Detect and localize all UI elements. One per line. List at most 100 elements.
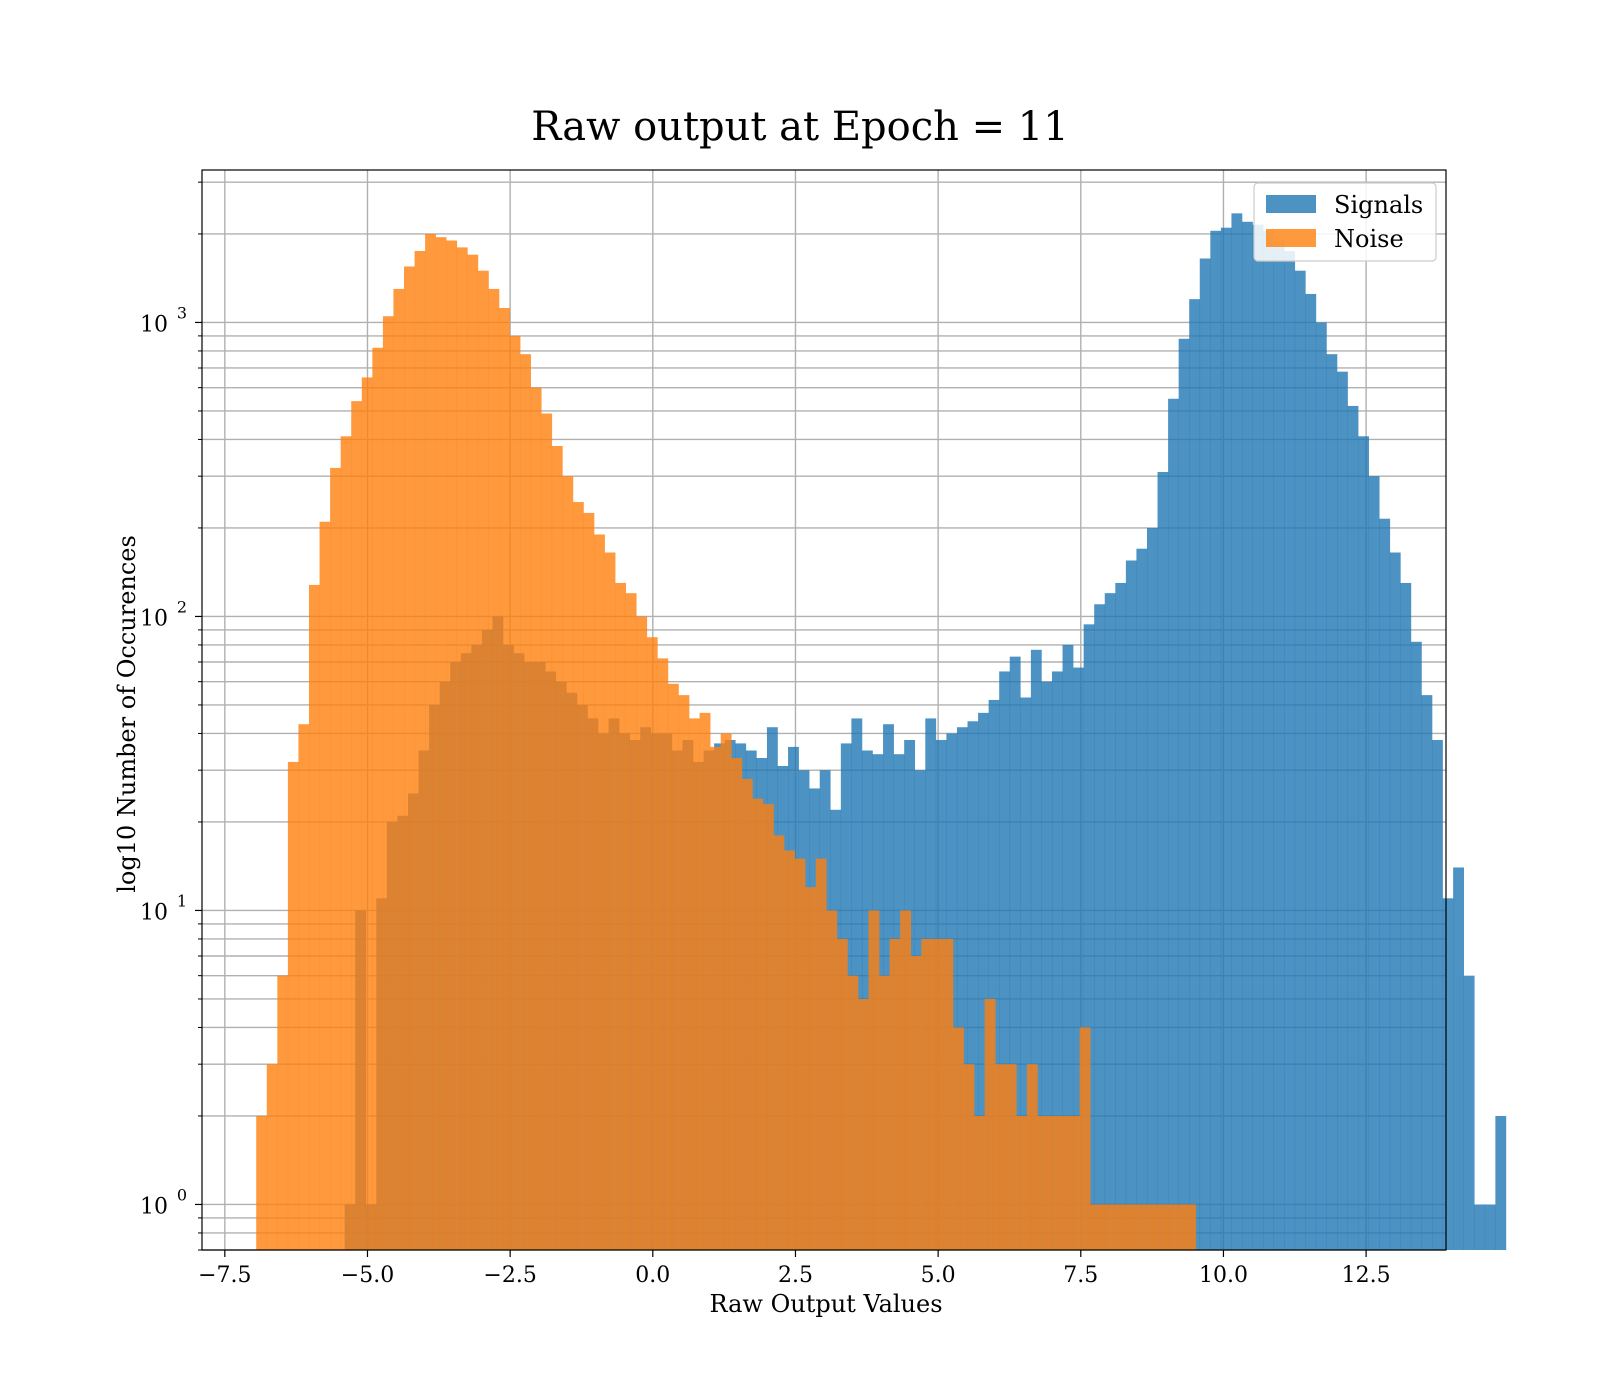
signals-bar [1115,582,1127,1250]
noise-bar [562,476,574,1250]
legend-label-signals: Signals [1334,191,1423,219]
noise-bar [456,247,468,1250]
plot-area-frame [201,169,1447,1251]
signals-bar [1347,405,1359,1251]
legend-label-noise: Noise [1334,225,1404,253]
chart-title: Raw output at Epoch = 11 [531,104,1068,150]
noise-bar [488,288,500,1250]
y-tick-label: 10 [140,606,168,631]
signals-bar [1273,240,1285,1250]
y-tick-exponent: 1 [177,891,187,910]
signals-bar [1020,697,1032,1250]
signals-bar [1146,527,1158,1250]
noise-bar [340,436,352,1250]
signals-bar [988,699,1000,1250]
noise-bar [435,237,447,1251]
noise-bar [467,254,479,1250]
signals-bar [1389,552,1401,1250]
signals-bar [1210,230,1222,1251]
noise-bar [931,938,943,1250]
noise-bar [425,233,436,1250]
signals-bar [1241,221,1253,1250]
noise-bar [308,584,320,1250]
noise-bar [995,1064,1007,1250]
noise-bar [963,1064,975,1250]
noise-bar [847,975,859,1250]
noise-bar [921,938,933,1250]
noise-bar [1026,1064,1038,1250]
signals-bar [1400,582,1412,1250]
noise-bar [1090,1204,1102,1250]
noise-bar [477,270,489,1251]
noise-bar [572,502,584,1251]
signals-bar [1326,354,1338,1251]
noise-bar [868,910,880,1250]
noise-bar [604,552,616,1250]
signals-bar [1495,1115,1507,1250]
signals-bar [1157,471,1169,1250]
signals-bar [1104,593,1116,1250]
histogram-bars [256,213,1507,1251]
noise-bar [1047,1115,1059,1250]
noise-bar [784,850,795,1250]
signals-bar [1305,293,1317,1250]
noise-bar [741,778,753,1250]
x-tick-label: −5.0 [341,1263,394,1288]
signals-bar [1263,230,1274,1251]
x-tick-label: 12.5 [1342,1263,1391,1288]
noise-bar [266,1064,278,1250]
noise-bar [1121,1204,1133,1250]
signals-bar [1337,371,1348,1250]
noise-bar [710,746,722,1250]
signals-bar [1062,644,1074,1250]
x-tick-label: −7.5 [198,1263,251,1288]
signals-bar [1284,250,1296,1250]
signals-bar [1484,1204,1496,1250]
noise-bar [446,240,458,1250]
noise-bar [879,975,890,1250]
noise-bar [530,387,542,1250]
signals-bar [1442,898,1454,1250]
noise-bar [393,288,405,1250]
noise-bar [657,658,669,1250]
signals-bar [956,727,968,1250]
signals-bar [1358,436,1369,1250]
signals-bar [999,671,1011,1250]
signals-bar [1051,671,1063,1250]
legend-swatch-signals [1266,195,1316,213]
x-tick-label: 5.0 [921,1263,956,1288]
noise-bar [499,307,510,1251]
noise-bar [541,413,553,1250]
signals-bar [1252,224,1264,1250]
noise-bar [351,401,363,1251]
legend: Signals Noise [1253,182,1437,262]
signals-bar [1474,1204,1486,1250]
signals-bar [1030,649,1042,1250]
legend-swatch-noise [1266,229,1316,247]
signals-bar [1136,548,1148,1250]
noise-bar [1005,1064,1017,1250]
axis-ticks: −7.5 −5.0 −2.5 0.0 2.5 5.0 7.5 10.0 12.5 10 0 10 1 10… [140,181,1391,1288]
noise-bar [287,761,299,1250]
noise-bar [900,910,912,1250]
noise-bar [805,887,817,1250]
y-tick-exponent: 2 [177,597,187,616]
noise-bar [667,683,679,1250]
signals-bar [1231,213,1243,1251]
noise-bar [551,445,563,1251]
noise-bar [952,1027,964,1250]
noise-bar [414,250,426,1250]
noise-bar [773,835,785,1250]
signals-bar [1178,338,1190,1250]
noise-bar [625,593,637,1250]
noise-bar [1079,1027,1091,1250]
signals-bar [1199,258,1211,1250]
noise-bar [520,354,531,1251]
noise-bar [509,335,521,1251]
noise-bar [836,938,848,1250]
x-tick-label: −2.5 [483,1263,536,1288]
noise-bar [583,512,595,1250]
noise-bar [889,938,901,1250]
noise-bar [372,347,384,1250]
